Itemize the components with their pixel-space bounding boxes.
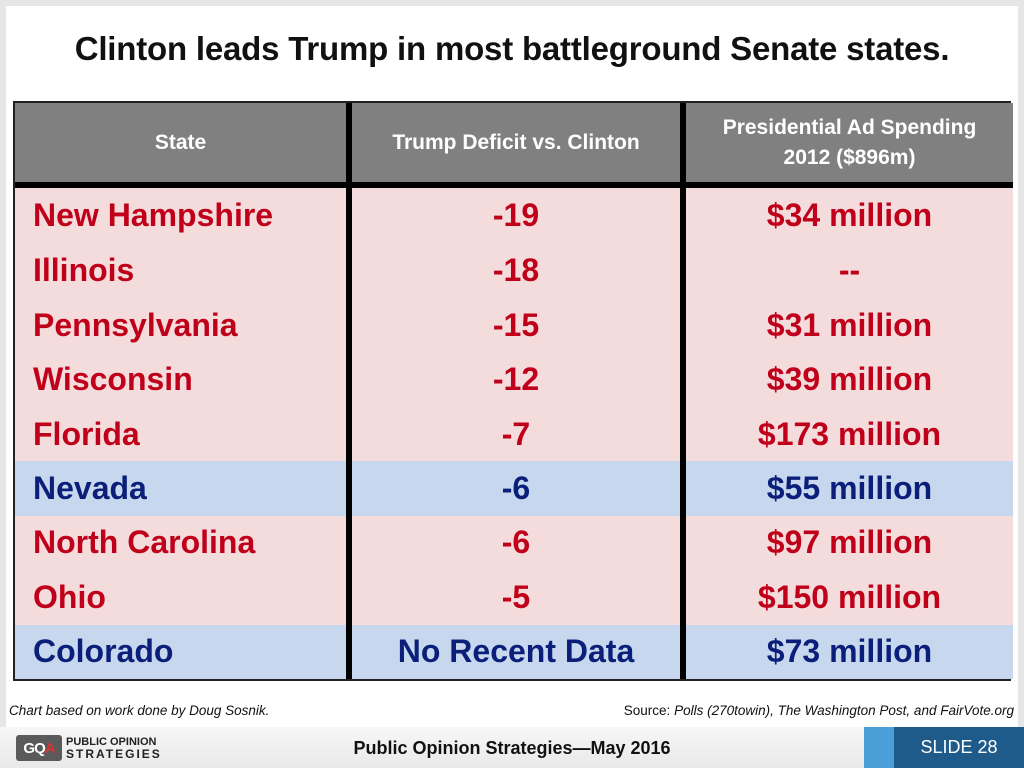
header-state: State bbox=[15, 103, 352, 188]
cell-deficit: -6 bbox=[349, 515, 686, 571]
table-row: New Hampshire -19 $34 million bbox=[15, 185, 1013, 244]
cell-state: New Hampshire bbox=[15, 185, 352, 244]
cell-spending: $39 million bbox=[683, 352, 1013, 407]
slide-footer: GQ A PUBLIC OPINION STRATEGIES Public Opi… bbox=[0, 727, 1024, 768]
header-deficit: Trump Deficit vs. Clinton bbox=[349, 103, 686, 188]
logo-text: PUBLIC OPINION STRATEGIES bbox=[66, 736, 162, 760]
cell-deficit: -7 bbox=[349, 406, 686, 462]
table-row: Ohio -5 $150 million bbox=[15, 570, 1013, 625]
data-table: State Trump Deficit vs. Clinton Presiden… bbox=[15, 103, 1013, 679]
cell-state: Wisconsin bbox=[15, 352, 352, 407]
cell-deficit: No Recent Data bbox=[349, 624, 686, 679]
source-text: Polls (270towin), The Washington Post, a… bbox=[674, 703, 1014, 718]
battleground-table: State Trump Deficit vs. Clinton Presiden… bbox=[13, 101, 1013, 681]
logo-line-1: PUBLIC OPINION bbox=[66, 736, 157, 748]
source-note: Source: Polls (270towin), The Washington… bbox=[624, 703, 1014, 718]
cell-state: Ohio bbox=[15, 570, 352, 625]
table-row: North Carolina -6 $97 million bbox=[15, 515, 1013, 571]
logo-line-2: STRATEGIES bbox=[66, 747, 162, 761]
cell-spending: $34 million bbox=[683, 185, 1013, 244]
footer-caption: Public Opinion Strategies—May 2016 bbox=[353, 738, 671, 758]
cell-deficit: -6 bbox=[349, 461, 686, 516]
cell-deficit: -19 bbox=[349, 185, 686, 244]
company-logo: GQ A PUBLIC OPINION STRATEGIES bbox=[16, 733, 162, 763]
cell-spending: $150 million bbox=[683, 570, 1013, 625]
cell-spending: $55 million bbox=[683, 461, 1013, 516]
cell-spending: $73 million bbox=[683, 624, 1013, 679]
slide-title: Clinton leads Trump in most battleground… bbox=[74, 30, 950, 67]
cell-deficit: -5 bbox=[349, 570, 686, 625]
attribution-note: Chart based on work done by Doug Sosnik. bbox=[9, 703, 270, 718]
table-row: Pennsylvania -15 $31 million bbox=[15, 298, 1013, 353]
slide-number-accent bbox=[864, 727, 894, 768]
header-spending: Presidential Ad Spending 2012 ($896m) bbox=[683, 103, 1013, 188]
table-header-row: State Trump Deficit vs. Clinton Presiden… bbox=[15, 103, 1013, 188]
table-row: Illinois -18 -- bbox=[15, 243, 1013, 299]
cell-deficit: -12 bbox=[349, 352, 686, 407]
table-row: Wisconsin -12 $39 million bbox=[15, 352, 1013, 407]
cell-state: Florida bbox=[15, 406, 352, 462]
header-spending-line2: 2012 ($896m) bbox=[783, 145, 916, 169]
cell-state: Colorado bbox=[15, 624, 352, 679]
slide-number: SLIDE 28 bbox=[894, 727, 1024, 768]
table-row: Florida -7 $173 million bbox=[15, 406, 1013, 462]
cell-deficit: -18 bbox=[349, 243, 686, 299]
table-row: Nevada -6 $55 million bbox=[15, 461, 1013, 516]
table-row: Colorado No Recent Data $73 million bbox=[15, 624, 1013, 679]
logo-icon: GQ A bbox=[16, 735, 62, 761]
table-body: New Hampshire -19 $34 million Illinois -18 --… bbox=[15, 185, 1013, 679]
cell-spending: $31 million bbox=[683, 298, 1013, 353]
cell-state: Nevada bbox=[15, 461, 352, 516]
cell-deficit: -15 bbox=[349, 298, 686, 353]
cell-state: Pennsylvania bbox=[15, 298, 352, 353]
cell-spending: $173 million bbox=[683, 406, 1013, 462]
cell-state: North Carolina bbox=[15, 515, 352, 571]
cell-state: Illinois bbox=[15, 243, 352, 299]
header-spending-line1: Presidential Ad Spending bbox=[722, 115, 977, 139]
cell-spending: -- bbox=[683, 243, 1013, 299]
cell-spending: $97 million bbox=[683, 515, 1013, 571]
source-prefix: Source: bbox=[623, 703, 675, 718]
